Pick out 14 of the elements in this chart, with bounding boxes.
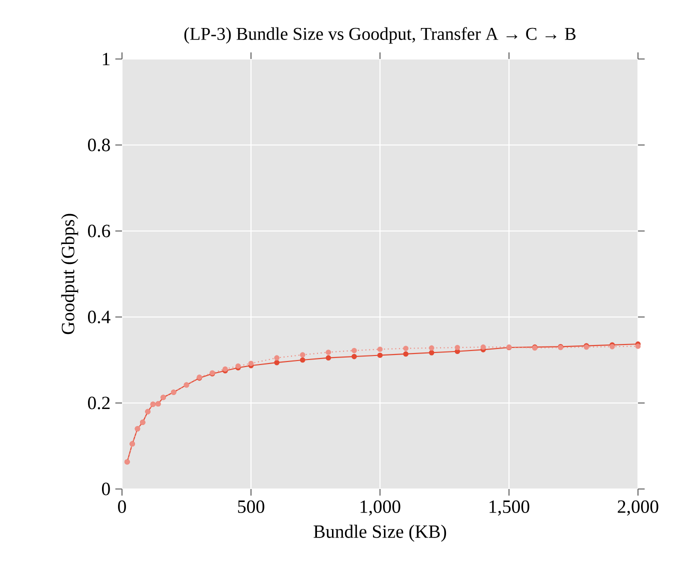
x-tick-label: 1,500 — [490, 500, 530, 516]
x-tick-label: 2,000 — [618, 500, 658, 516]
y-tick-label: 0.6 — [88, 224, 110, 238]
y-tick-label: 0 — [102, 482, 110, 496]
y-tick-label: 0.8 — [88, 138, 110, 152]
x-tick-label: 0 — [118, 500, 126, 513]
x-axis-title: Bundle Size (KB) — [314, 524, 446, 542]
y-tick-label: 1 — [102, 52, 110, 66]
chart-title: (LP-3) Bundle Size vs Goodput, Transfer A → C → B — [184, 27, 576, 44]
y-tick-label: 0.4 — [88, 310, 110, 324]
y-tick-label: 0.2 — [88, 396, 110, 410]
x-tick-label: 1,000 — [360, 500, 400, 516]
y-axis-title: Goodput (Gbps) — [61, 214, 78, 334]
x-tick-label: 500 — [238, 500, 264, 513]
